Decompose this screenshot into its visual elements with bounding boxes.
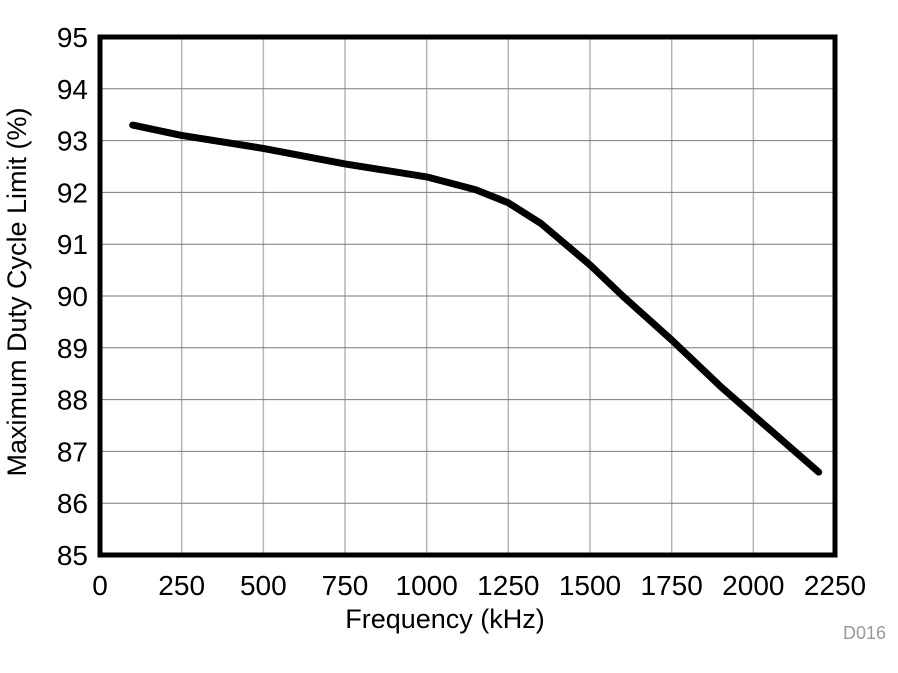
- plot-frame: [97, 34, 838, 558]
- y-tick-label: 95: [57, 22, 88, 53]
- x-tick-label: 2250: [804, 570, 866, 601]
- y-axis-tick-labels: 85 86 87 88 89 90 91 92 93 94 95: [57, 22, 88, 571]
- y-tick-label: 87: [57, 436, 88, 467]
- x-tick-label: 2000: [722, 570, 784, 601]
- y-tick-label: 93: [57, 126, 88, 157]
- plot-id-watermark: D016: [843, 623, 886, 643]
- x-tick-label: 500: [240, 570, 287, 601]
- x-tick-label: 750: [322, 570, 369, 601]
- y-tick-label: 90: [57, 281, 88, 312]
- y-tick-label: 91: [57, 229, 88, 260]
- y-tick-label: 92: [57, 177, 88, 208]
- y-tick-label: 88: [57, 385, 88, 416]
- y-tick-label: 86: [57, 488, 88, 519]
- y-tick-label: 85: [57, 540, 88, 571]
- x-tick-label: 1000: [396, 570, 458, 601]
- y-tick-label: 94: [57, 74, 88, 105]
- x-axis-tick-labels: 0 250 500 750 1000 1250 1500 1750 2000 2250: [92, 570, 866, 601]
- x-tick-label: 0: [92, 570, 108, 601]
- y-axis-title: Maximum Duty Cycle Limit (%): [2, 107, 32, 476]
- x-tick-label: 1250: [477, 570, 539, 601]
- x-tick-label: 1750: [641, 570, 703, 601]
- y-tick-label: 89: [57, 333, 88, 364]
- gridlines: [100, 37, 835, 555]
- x-axis-title: Frequency (kHz): [345, 604, 545, 634]
- duty-cycle-curve: [129, 121, 823, 476]
- x-tick-label: 1500: [559, 570, 621, 601]
- x-tick-label: 250: [158, 570, 205, 601]
